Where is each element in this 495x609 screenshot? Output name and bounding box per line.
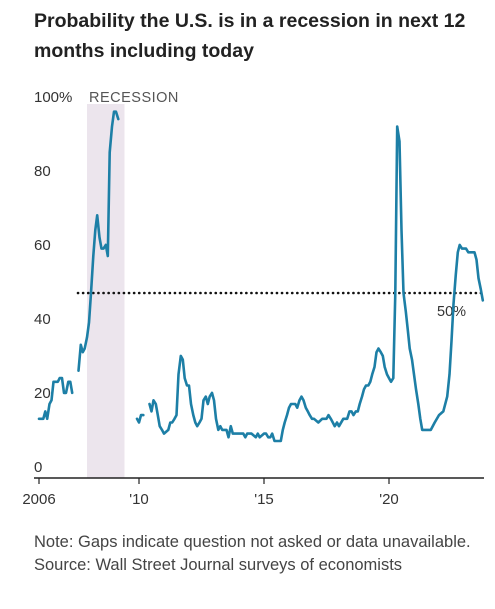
x-tick-label: 2006: [22, 491, 55, 508]
chart-title: Probability the U.S. is in a recession i…: [34, 10, 466, 62]
threshold-label: 50%: [437, 304, 466, 320]
x-tick-label: '10: [129, 491, 149, 508]
series-line-segment: [37, 376, 74, 421]
chart-note: Note: Gaps indicate question not asked o…: [34, 533, 471, 551]
y-tick-label: 80: [34, 163, 51, 180]
series-line-segment: [148, 125, 485, 443]
x-tick-label: '15: [254, 491, 274, 508]
y-tick-label: 60: [34, 237, 51, 254]
x-tick-label: '20: [379, 491, 399, 508]
y-tick-label: 40: [34, 311, 51, 328]
series-line-segment: [77, 110, 120, 372]
notes-block: Note: Gaps indicate question not asked o…: [34, 531, 489, 577]
recession-label: RECESSION: [89, 90, 179, 106]
chart-source: Source: Wall Street Journal surveys of e…: [34, 556, 403, 574]
recession-band: [87, 104, 125, 478]
y-tick-label: 0: [34, 459, 42, 476]
y-tick-label: 20: [34, 385, 51, 402]
y-tick-label: 100%: [34, 89, 72, 106]
series-line-segment: [135, 413, 145, 424]
